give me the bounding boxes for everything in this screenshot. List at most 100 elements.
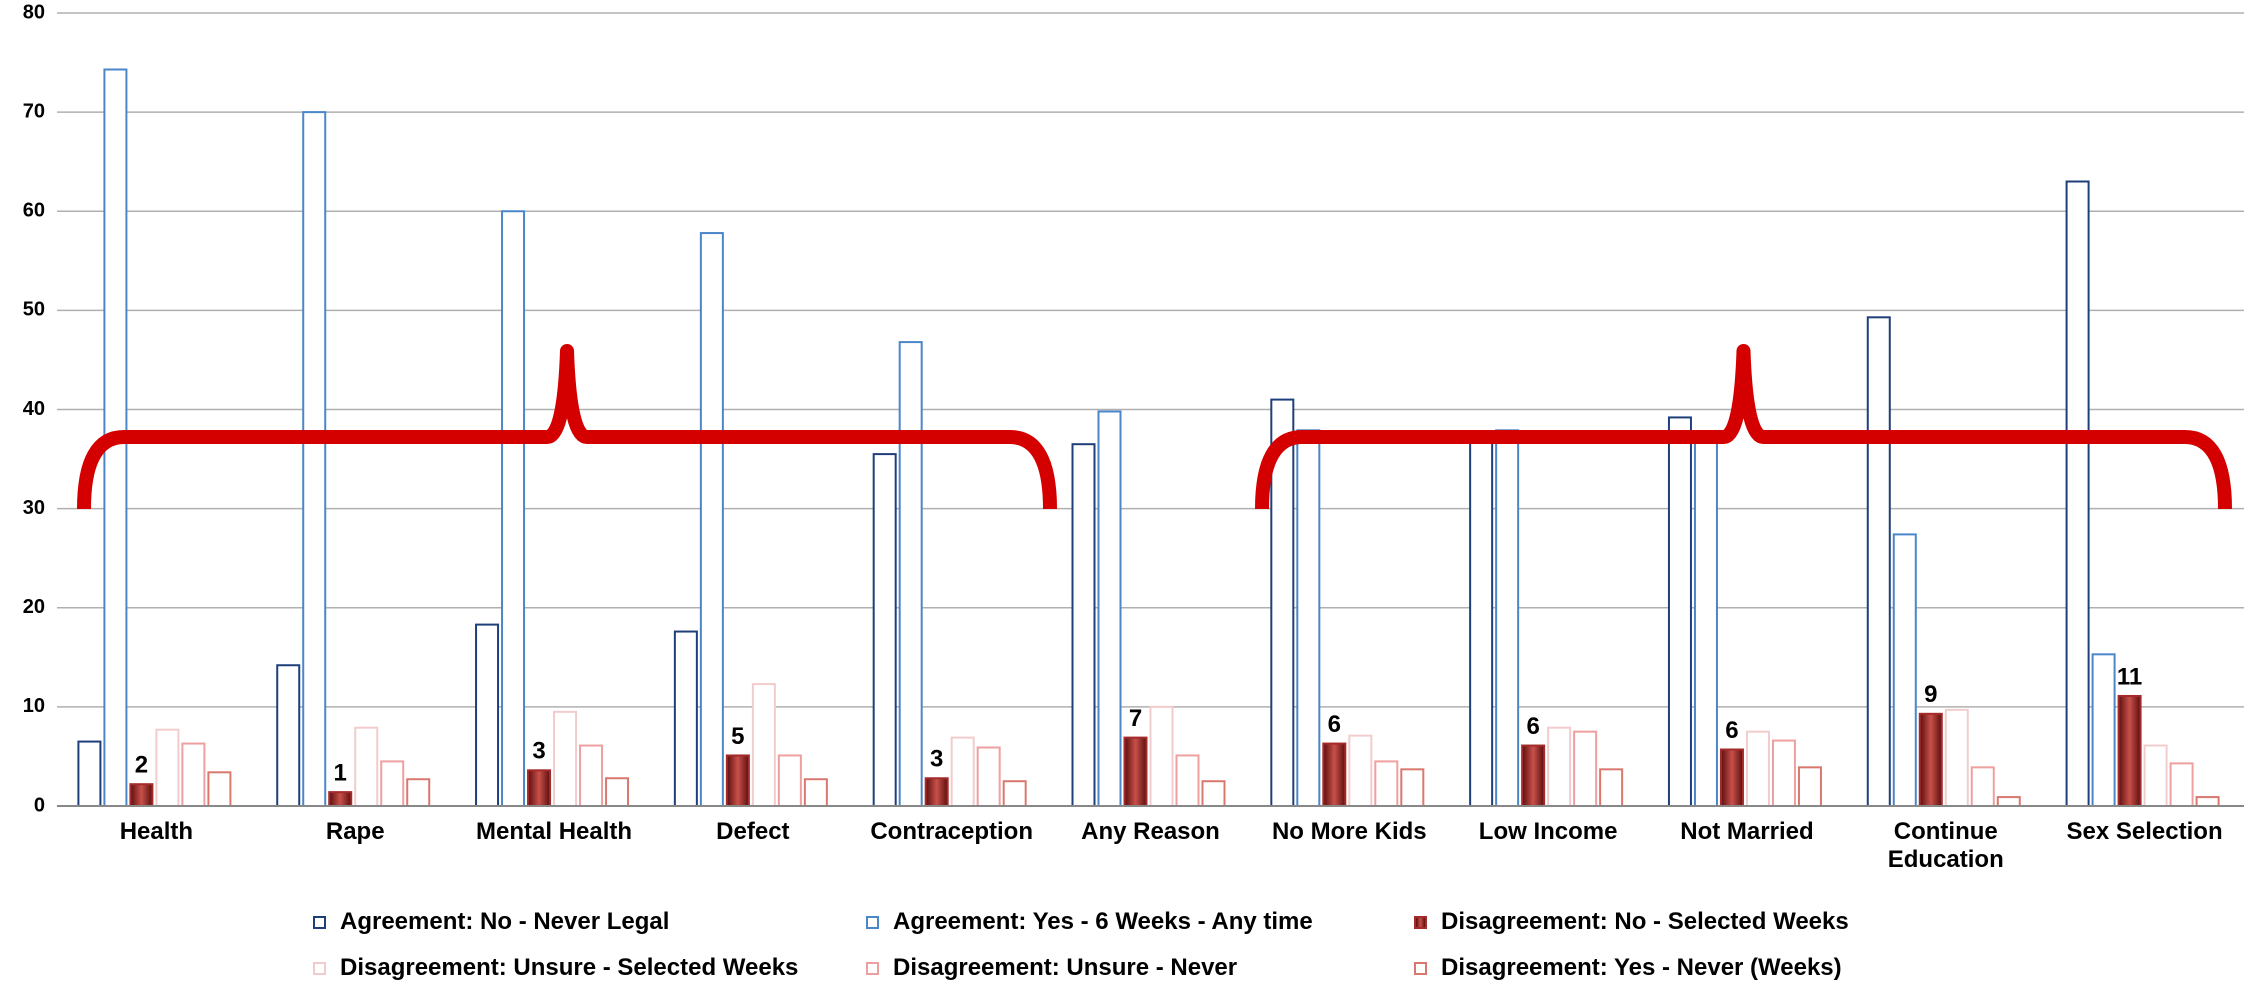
legend-label: Disagreement: Unsure - Never	[893, 954, 1238, 981]
bar	[1892, 533, 1917, 808]
legend-label: Disagreement: No - Selected Weeks	[1441, 908, 1849, 935]
bar	[872, 453, 897, 807]
legend-swatch	[313, 961, 326, 975]
legend-item: Agreement: Yes - 6 Weeks - Any time	[866, 908, 1313, 936]
bar	[1469, 438, 1494, 807]
bar	[1719, 748, 1744, 808]
legend-label: Agreement: No - Never Legal	[340, 908, 670, 935]
bar	[207, 771, 232, 807]
bar	[1970, 766, 1995, 807]
bar	[129, 783, 154, 808]
bar	[1175, 754, 1200, 807]
bar	[302, 111, 327, 807]
bar	[1495, 429, 1520, 807]
bar	[1296, 429, 1321, 807]
bar	[475, 623, 500, 807]
x-tick-label: Rape	[325, 818, 385, 845]
x-tick-label: Sex Selection	[2066, 818, 2223, 845]
bar	[1944, 708, 1969, 808]
bar	[1573, 730, 1598, 807]
bar	[1322, 742, 1347, 808]
bar	[1348, 734, 1373, 808]
bar	[501, 210, 526, 807]
y-tick-label: 20	[23, 596, 45, 618]
legend-item: Disagreement: Yes - Never (Weeks)	[1414, 954, 1842, 982]
legend-swatch	[1414, 961, 1427, 975]
x-tick-label: Contraception	[870, 818, 1033, 845]
bar	[1918, 712, 1943, 807]
bar	[1866, 316, 1891, 807]
bar	[2195, 796, 2220, 807]
x-tick-label: Mental Health	[476, 818, 633, 845]
legend-swatch	[1414, 915, 1427, 929]
bar	[976, 746, 1001, 807]
y-tick-label: 40	[23, 398, 45, 420]
x-tick-label: Low Income	[1478, 818, 1618, 845]
brace	[77, 344, 1057, 510]
bar	[328, 791, 353, 807]
x-tick-label: Continue Education	[1887, 818, 2004, 873]
legend-label: Agreement: Yes - 6 Weeks - Any time	[893, 908, 1313, 935]
bar	[2143, 744, 2168, 808]
bar	[1771, 739, 1796, 808]
bar	[725, 754, 750, 807]
legend-swatch	[866, 915, 879, 929]
bar	[924, 777, 949, 807]
bar	[354, 726, 379, 807]
bar	[1201, 780, 1226, 807]
data-label: 6	[1725, 717, 1738, 744]
bar	[1123, 736, 1148, 808]
bar	[1996, 796, 2021, 807]
x-tick-label: Health	[119, 818, 194, 845]
legend-item: Disagreement: No - Selected Weeks	[1414, 908, 1849, 936]
y-tick-label: 70	[23, 100, 45, 122]
bar	[751, 683, 776, 807]
bar	[181, 742, 206, 808]
legend-label: Disagreement: Unsure - Selected Weeks	[340, 954, 799, 981]
x-tick-label: Not Married	[1680, 818, 1814, 845]
bar	[1797, 766, 1822, 807]
data-label: 1	[334, 759, 347, 786]
y-tick-label: 0	[34, 794, 45, 816]
bar	[2091, 653, 2116, 807]
bar	[2117, 694, 2142, 807]
bar	[553, 710, 578, 807]
bar	[406, 778, 431, 808]
bar	[777, 754, 802, 807]
y-tick-label: 60	[23, 200, 45, 222]
legend-swatch	[313, 915, 326, 929]
y-tick-label: 10	[23, 695, 45, 717]
data-label: 9	[1924, 681, 1937, 708]
data-label: 7	[1129, 705, 1142, 732]
data-label: 3	[930, 746, 943, 773]
bar	[1097, 410, 1122, 807]
bar	[1149, 705, 1174, 807]
legend-item: Disagreement: Unsure - Selected Weeks	[313, 954, 798, 982]
y-tick-label: 50	[23, 299, 45, 321]
data-label: 6	[1328, 711, 1341, 738]
bar	[1400, 768, 1425, 807]
bar	[898, 341, 923, 807]
legend-swatch	[866, 961, 879, 975]
y-tick-label: 30	[23, 497, 45, 519]
bar	[527, 769, 552, 808]
bar	[380, 760, 405, 807]
data-label: 3	[532, 738, 545, 765]
bar	[1521, 744, 1546, 808]
bar	[579, 744, 604, 808]
data-label: 5	[731, 723, 744, 750]
data-label: 11	[2117, 663, 2142, 690]
brace	[1255, 344, 2232, 510]
bar	[699, 232, 724, 807]
legend-item: Agreement: No - Never Legal	[313, 908, 669, 936]
bar	[1374, 760, 1399, 807]
bar	[1667, 416, 1692, 807]
x-tick-label: Defect	[716, 818, 790, 845]
bar	[1071, 443, 1096, 807]
bar	[803, 778, 828, 808]
bar	[605, 777, 630, 807]
x-tick-label: Any Reason	[1081, 818, 1220, 845]
data-label: 2	[135, 752, 148, 779]
